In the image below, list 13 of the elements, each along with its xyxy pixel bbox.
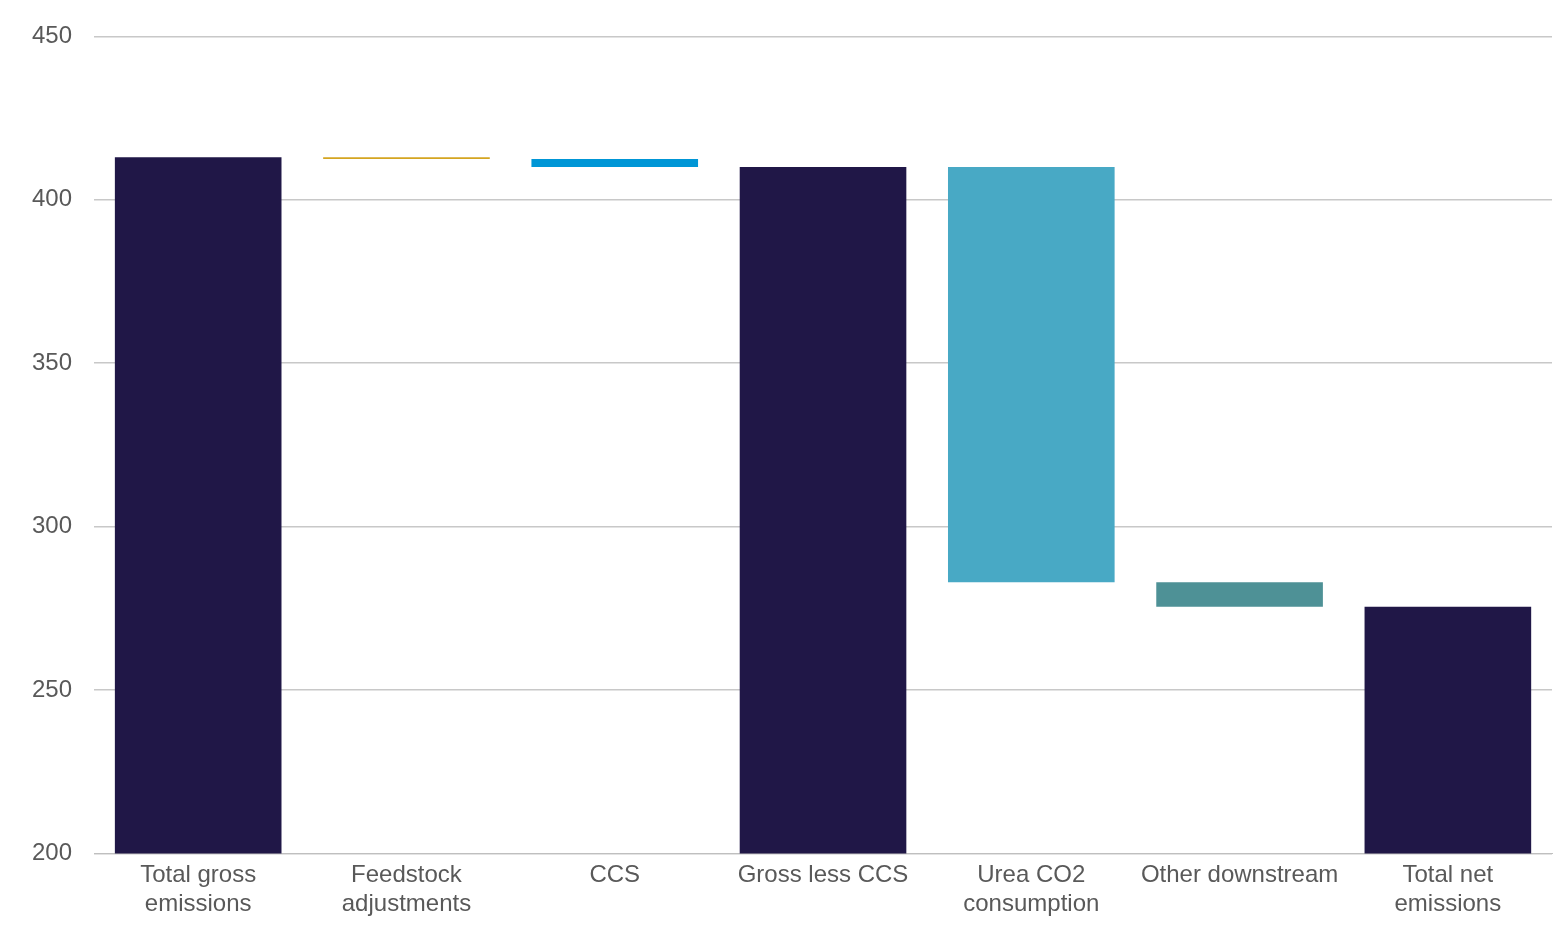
y-tick-label: 300 <box>32 511 73 539</box>
y-tick-label: 200 <box>32 838 73 866</box>
y-tick-label: 400 <box>32 184 73 212</box>
x-tick-label: Other downstream <box>1140 860 1339 888</box>
x-tick-label: Feedstock adjustments <box>341 860 472 917</box>
x-tick-label: Urea CO2 consumption <box>963 860 1100 917</box>
x-tick-label: CCS <box>589 860 641 888</box>
x-tick-label: Total net emissions <box>1394 860 1502 917</box>
y-tick-label: 250 <box>32 674 73 702</box>
y-tick-label: 350 <box>32 347 73 375</box>
x-tick-label: Gross less CCS <box>737 860 909 888</box>
y-tick-label: 450 <box>32 21 73 49</box>
x-tick-label: Total gross emissions <box>140 860 257 917</box>
